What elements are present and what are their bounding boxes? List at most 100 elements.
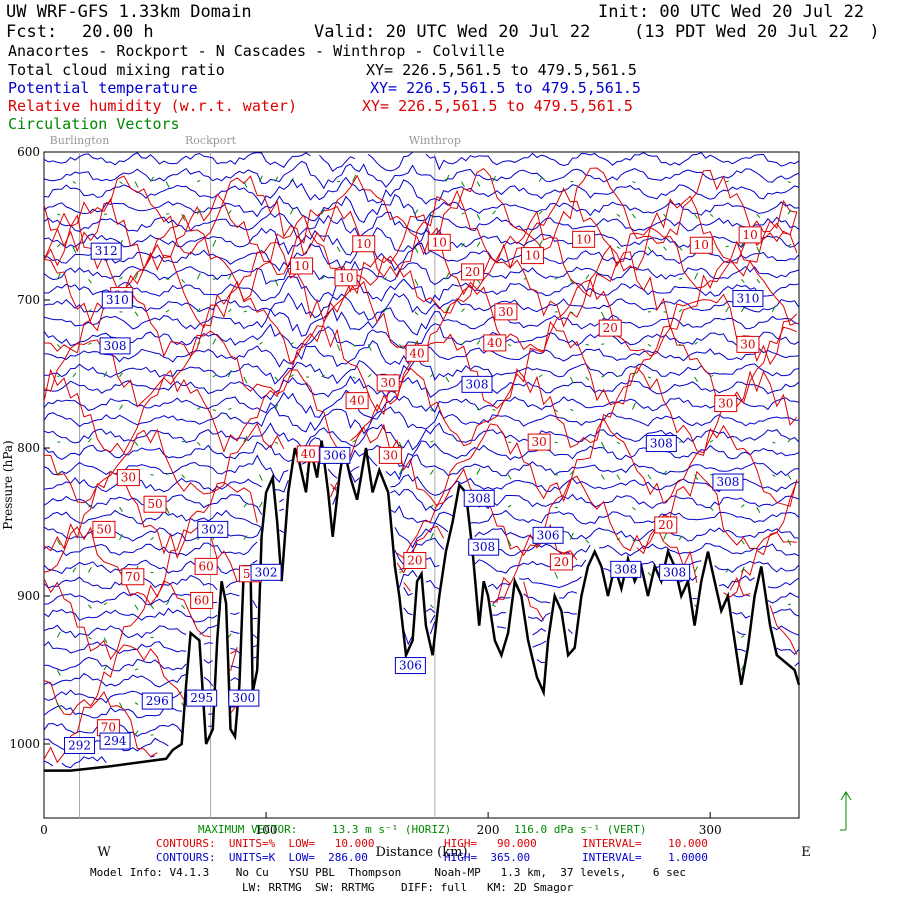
circulation-vector-173 bbox=[523, 277, 527, 280]
circulation-vector-270 bbox=[787, 209, 792, 215]
rh-label-text-9: 20 bbox=[603, 321, 618, 335]
circulation-vector-9 bbox=[56, 669, 61, 676]
rh-label-box-10 bbox=[494, 303, 518, 321]
circulation-vector-122 bbox=[352, 376, 356, 379]
circulation-vector-227 bbox=[678, 277, 683, 280]
circulation-vector-163 bbox=[492, 175, 496, 182]
circulation-vector-152 bbox=[461, 212, 465, 215]
circulation-vector-14 bbox=[72, 567, 77, 573]
rh-label-box-5 bbox=[738, 226, 762, 244]
rh-contour-2 bbox=[43, 210, 798, 302]
circulation-vector-186 bbox=[569, 279, 574, 285]
circulation-vector-128 bbox=[383, 307, 388, 313]
circulation-vector-171 bbox=[507, 504, 512, 508]
circulation-vector-48 bbox=[134, 702, 139, 705]
theta-label-box-9 bbox=[532, 526, 564, 544]
circulation-vector-32 bbox=[119, 276, 123, 280]
circulation-vector-233 bbox=[694, 213, 699, 219]
circulation-vector-170 bbox=[507, 474, 512, 480]
circulation-vector-203 bbox=[616, 246, 621, 249]
circulation-vector-263 bbox=[756, 278, 761, 284]
theta-contour-32 bbox=[44, 673, 799, 687]
theta-label-box-6 bbox=[461, 375, 493, 393]
circulation-vector-52 bbox=[150, 536, 154, 541]
theta-label-text-2: 308 bbox=[104, 339, 127, 353]
rh-label-box-13 bbox=[736, 335, 760, 353]
circulation-vector-174 bbox=[538, 176, 543, 182]
plot-frame bbox=[43, 151, 800, 819]
rh-label-text-24: 50 bbox=[96, 522, 111, 536]
rh-label-box-18 bbox=[345, 392, 369, 410]
circulation-vector-87 bbox=[227, 274, 232, 280]
circulation-vector-198 bbox=[601, 343, 605, 345]
circulation-vector-95 bbox=[243, 435, 248, 443]
theta-label-box-19 bbox=[99, 732, 131, 750]
theta-label-box-4 bbox=[250, 563, 282, 581]
rh-label-box-30 bbox=[190, 591, 214, 609]
circulation-vector-181 bbox=[554, 441, 558, 444]
rh-contour-11 bbox=[44, 641, 497, 715]
circulation-vector-157 bbox=[476, 213, 481, 220]
theta-contour-17 bbox=[43, 422, 800, 451]
circulation-vector-217 bbox=[647, 376, 652, 379]
circulation-vector-234 bbox=[694, 272, 699, 280]
rh-label-box-24 bbox=[92, 520, 116, 538]
rh-contour-5 bbox=[43, 320, 797, 413]
circulation-vector-111 bbox=[290, 374, 294, 378]
circulation-vector-92 bbox=[243, 181, 248, 188]
circulation-vector-229 bbox=[678, 343, 683, 346]
circulation-vector-268 bbox=[772, 474, 776, 477]
circulation-vector-156 bbox=[476, 181, 481, 187]
theta-contour-9 bbox=[43, 292, 800, 321]
circulation-vector-151 bbox=[461, 181, 465, 188]
valid-time: Valid: 20 UTC Wed 20 Jul 22 bbox=[314, 22, 591, 42]
circulation-vector-22 bbox=[88, 636, 92, 640]
circulation-vector-60 bbox=[165, 309, 170, 313]
theta-contour-28 bbox=[43, 607, 800, 624]
circulation-vector-275 bbox=[787, 603, 792, 606]
circulation-vector-146 bbox=[430, 604, 434, 609]
circulation-vector-242 bbox=[709, 374, 714, 378]
east-label: E bbox=[801, 845, 811, 860]
rh-label-text-27: 20 bbox=[407, 553, 422, 567]
theta-contour-37 bbox=[43, 755, 156, 769]
circulation-vector-204 bbox=[616, 375, 621, 378]
theta-label-text-20: 292 bbox=[68, 738, 91, 752]
theta-label-text-17: 295 bbox=[190, 691, 213, 705]
rh-label-text-22: 30 bbox=[121, 471, 136, 485]
rh-label-box-19 bbox=[527, 433, 551, 451]
theta-contour-7 bbox=[43, 260, 800, 286]
circulation-vector-110 bbox=[290, 342, 294, 345]
y-tick-label-1: 700 bbox=[17, 293, 40, 307]
theta-label-box-7 bbox=[463, 489, 495, 507]
circulation-vector-17 bbox=[88, 342, 92, 345]
circulation-vector-100 bbox=[258, 474, 263, 481]
circulation-vector-101 bbox=[258, 501, 263, 508]
theta-label-text-7: 308 bbox=[468, 491, 491, 505]
rh-label-text-1: 10 bbox=[432, 235, 447, 249]
theta-contour-15 bbox=[43, 389, 800, 419]
circulation-vector-243 bbox=[709, 439, 714, 443]
circulation-vector-148 bbox=[445, 272, 450, 280]
rh-label-box-26 bbox=[549, 553, 573, 571]
theta-contour-18 bbox=[43, 437, 800, 468]
circulation-vector-269 bbox=[787, 181, 792, 184]
circulation-vector-209 bbox=[632, 213, 636, 219]
circulation-vector-178 bbox=[554, 277, 558, 280]
theta-label-box-13 bbox=[712, 473, 744, 491]
circulation-vector-119 bbox=[336, 344, 341, 352]
circulation-vector-143 bbox=[429, 469, 434, 475]
circulation-vector-177 bbox=[538, 374, 543, 378]
y-tick-label-3: 900 bbox=[17, 589, 40, 603]
theta-label-box-0 bbox=[90, 242, 122, 260]
circulation-vector-89 bbox=[227, 369, 232, 378]
circulation-vector-109 bbox=[290, 207, 294, 215]
y-tick-label-0: 600 bbox=[17, 145, 40, 159]
circulation-vector-66 bbox=[181, 278, 186, 284]
rh-contour-info: CONTOURS: UNITS=% LOW= 10.000 bbox=[156, 837, 375, 850]
circulation-vector-180 bbox=[554, 409, 559, 413]
circulation-vector-153 bbox=[461, 242, 465, 248]
circulation-vector-2 bbox=[56, 273, 61, 280]
circulation-vector-40 bbox=[119, 702, 123, 709]
rh-label-box-15 bbox=[483, 334, 507, 352]
